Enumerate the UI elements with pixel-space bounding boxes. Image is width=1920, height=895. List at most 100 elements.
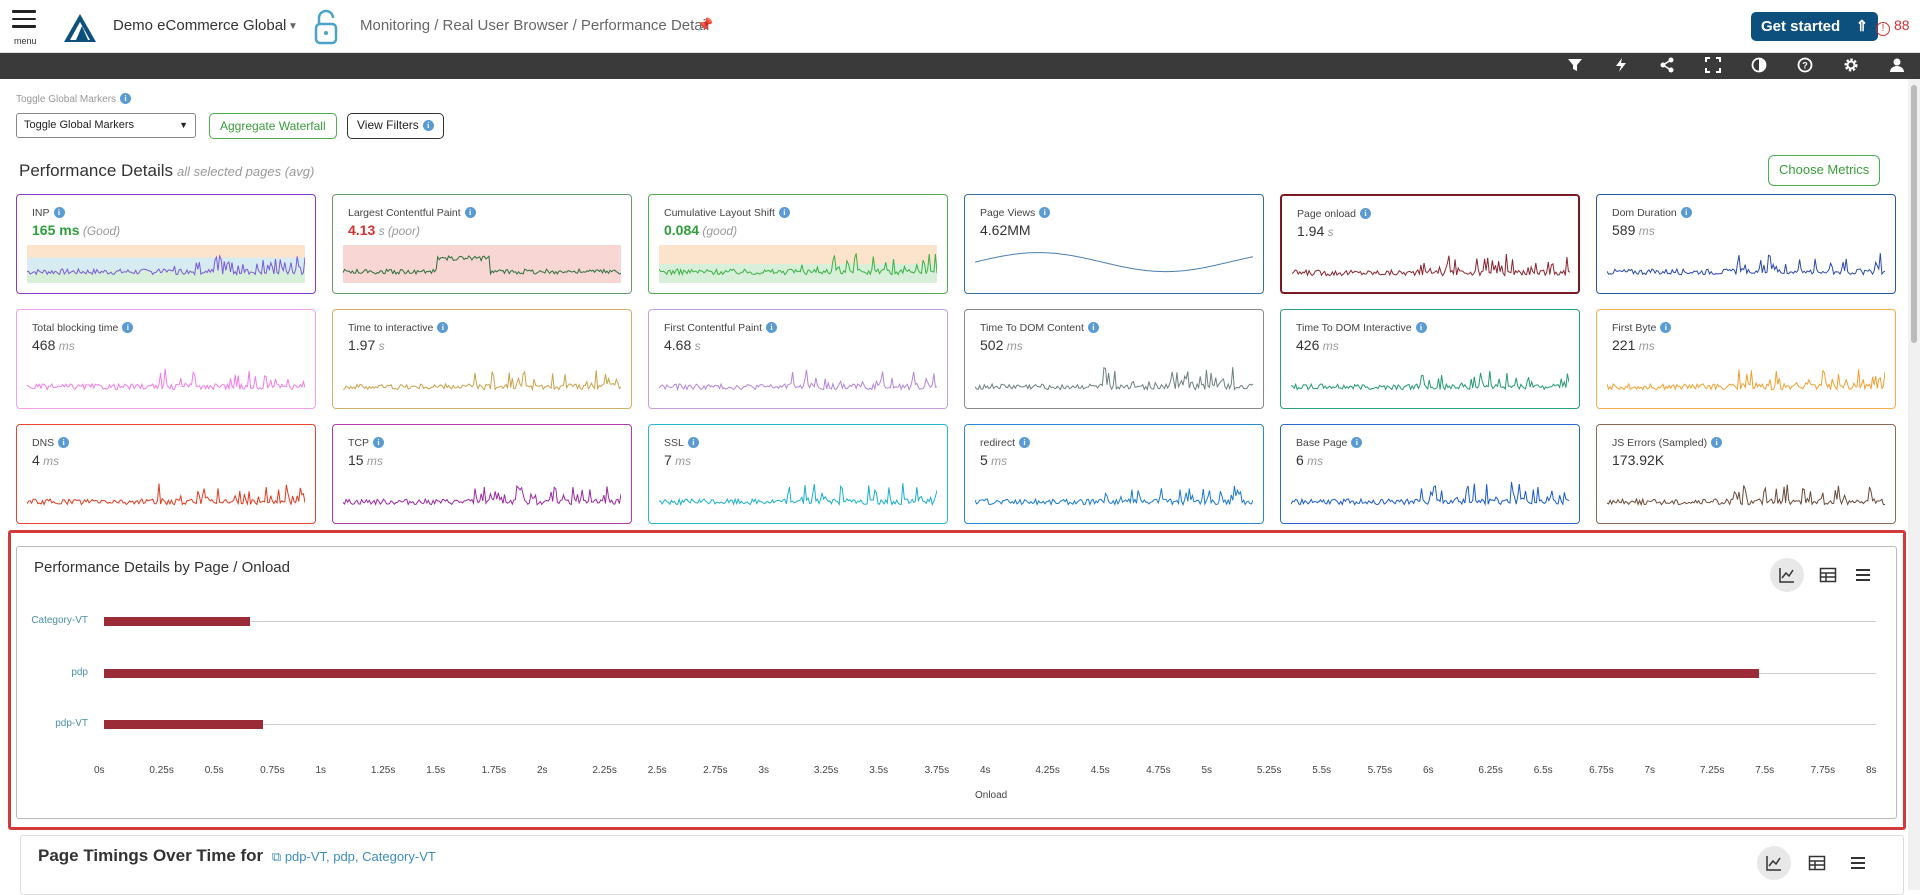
bar-pdp[interactable] [104, 669, 1759, 678]
info-icon[interactable]: i [778, 207, 790, 218]
bar-track [104, 621, 1876, 622]
page-timings-pages[interactable]: ⧉ pdp-VT, pdp, Category-VT [271, 849, 436, 864]
metric-card-time-to-dom-interactive[interactable]: Time To DOM Interactive i 426 ms [1280, 309, 1580, 409]
top-bar: menu Demo eCommerce Global ▼ Monitoring … [0, 0, 1920, 53]
gear-icon[interactable] [1842, 57, 1860, 75]
info-icon[interactable]: i [122, 322, 134, 333]
metric-card-inp[interactable]: INP i 165 ms (Good) [16, 194, 316, 294]
info-icon[interactable]: i [1660, 322, 1672, 333]
x-tick-label: 8s [1866, 765, 1877, 776]
get-started-button[interactable]: Get started ⇑ [1751, 12, 1879, 41]
sparkline [27, 368, 305, 391]
menu-button[interactable]: menu [12, 10, 38, 48]
metric-card-first-contentful-paint[interactable]: First Contentful Paint i 4.68 s [648, 309, 948, 409]
bar-category-label[interactable]: pdp-VT [55, 718, 88, 729]
info-icon[interactable]: i [464, 207, 476, 218]
info-icon[interactable]: i [58, 437, 70, 448]
alerts-indicator[interactable]: ! 88 [1876, 17, 1910, 36]
info-icon: i [422, 120, 434, 131]
aggregate-waterfall-button[interactable]: Aggregate Waterfall [209, 113, 337, 139]
metric-card-total-blocking-time[interactable]: Total blocking time i 468 ms [16, 309, 316, 409]
x-tick-label: 6.5s [1533, 765, 1553, 776]
action-toolbar: ? [0, 53, 1920, 79]
info-icon[interactable]: i [1415, 322, 1427, 333]
metric-value: 426 ms [1296, 337, 1339, 353]
bar-category-vt[interactable] [104, 617, 251, 626]
table-icon[interactable] [1800, 846, 1834, 880]
info-icon[interactable]: i [373, 437, 384, 448]
metric-value: 7 ms [664, 452, 692, 468]
metric-card-page-views[interactable]: Page Views i 4.62MM [964, 194, 1264, 294]
info-icon[interactable]: i [437, 322, 449, 333]
x-tick-label: 5.5s [1312, 765, 1332, 776]
rocket-icon: ⇑ [1855, 18, 1869, 35]
metric-card-dom-duration[interactable]: Dom Duration i 589 ms [1596, 194, 1896, 294]
scrollbar-thumb[interactable] [1911, 85, 1917, 343]
x-tick-label: 3.75s [924, 765, 950, 776]
view-filters-button[interactable]: View Filters i [347, 113, 444, 139]
metric-card-page-onload[interactable]: Page onload i 1.94 s [1280, 194, 1580, 294]
metric-card-redirect[interactable]: redirect i 5 ms [964, 424, 1264, 524]
share-icon[interactable] [1658, 57, 1676, 75]
metric-value: 1.94 s [1297, 223, 1334, 239]
org-selector[interactable]: Demo eCommerce Global [113, 17, 287, 34]
list-menu-icon[interactable] [1841, 846, 1875, 880]
metric-card-tcp[interactable]: TCP i 15 ms [332, 424, 632, 524]
bar-pdp-vt[interactable] [104, 720, 264, 729]
metric-name: First Contentful Paint i [664, 322, 778, 334]
line-chart-icon[interactable] [1757, 846, 1791, 880]
chevron-down-icon[interactable]: ▼ [288, 21, 298, 32]
x-tick-label: 7.5s [1755, 765, 1775, 776]
metric-card-js-errors-sampled[interactable]: JS Errors (Sampled) i 173.92K [1596, 424, 1896, 524]
info-icon[interactable]: i [1680, 207, 1692, 218]
help-icon[interactable]: ? [1796, 57, 1814, 75]
metric-name: Dom Duration i [1612, 207, 1692, 219]
sparkline [975, 486, 1253, 507]
choose-metrics-button[interactable]: Choose Metrics [1768, 155, 1881, 186]
get-started-label: Get started [1761, 18, 1841, 35]
bar-category-label[interactable]: pdp [71, 667, 88, 678]
filter-icon[interactable] [1566, 57, 1584, 75]
global-markers-select[interactable]: Toggle Global Markers ▼ [16, 113, 196, 138]
metric-value: 589 ms [1612, 222, 1655, 238]
alert-count: 88 [1894, 17, 1910, 33]
metric-card-first-byte[interactable]: First Byte i 221 ms [1596, 309, 1896, 409]
info-icon[interactable]: i [120, 93, 132, 104]
metric-card-largest-contentful-paint[interactable]: Largest Contentful Paint i 4.13 s (poor) [332, 194, 632, 294]
metric-card-time-to-interactive[interactable]: Time to interactive i 1.97 s [332, 309, 632, 409]
metric-card-dns[interactable]: DNS i 4 ms [16, 424, 316, 524]
scrollbar[interactable] [1908, 79, 1920, 890]
x-tick-label: 4s [980, 765, 991, 776]
info-icon[interactable]: i [53, 207, 65, 218]
bar-category-label[interactable]: Category-VT [31, 615, 88, 626]
user-icon[interactable] [1888, 57, 1906, 75]
page-timings-title: Page Timings Over Time for ⧉ pdp-VT, pdp… [38, 846, 436, 865]
info-icon[interactable]: i [1019, 437, 1031, 448]
fullscreen-icon[interactable] [1704, 57, 1722, 75]
info-icon[interactable]: i [1039, 207, 1051, 218]
list-menu-icon[interactable] [1846, 558, 1880, 592]
unlock-icon[interactable] [313, 9, 339, 50]
contrast-icon[interactable] [1750, 57, 1768, 75]
logo-icon[interactable] [62, 12, 98, 49]
x-tick-label: 6s [1423, 765, 1434, 776]
metric-name: Page onload i [1297, 208, 1371, 220]
info-icon[interactable]: i [687, 437, 699, 448]
info-icon[interactable]: i [1351, 437, 1363, 448]
line-chart-icon[interactable] [1770, 558, 1804, 592]
info-icon[interactable]: i [1711, 437, 1723, 448]
metric-card-base-page[interactable]: Base Page i 6 ms [1280, 424, 1580, 524]
metric-card-time-to-dom-content[interactable]: Time To DOM Content i 502 ms [964, 309, 1264, 409]
metric-card-cumulative-layout-shift[interactable]: Cumulative Layout Shift i 0.084 (good) [648, 194, 948, 294]
table-icon[interactable] [1811, 558, 1845, 592]
x-tick-label: 2s [537, 765, 548, 776]
info-icon[interactable]: i [1087, 322, 1099, 333]
lightning-icon[interactable] [1612, 57, 1630, 75]
pin-icon[interactable]: 📌 [697, 17, 714, 32]
metric-value: 468 ms [32, 337, 75, 353]
x-tick-label: 5.25s [1256, 765, 1282, 776]
metric-value: 1.97 s [348, 337, 385, 353]
info-icon[interactable]: i [766, 322, 778, 333]
info-icon[interactable]: i [1359, 208, 1371, 219]
metric-card-ssl[interactable]: SSL i 7 ms [648, 424, 948, 524]
